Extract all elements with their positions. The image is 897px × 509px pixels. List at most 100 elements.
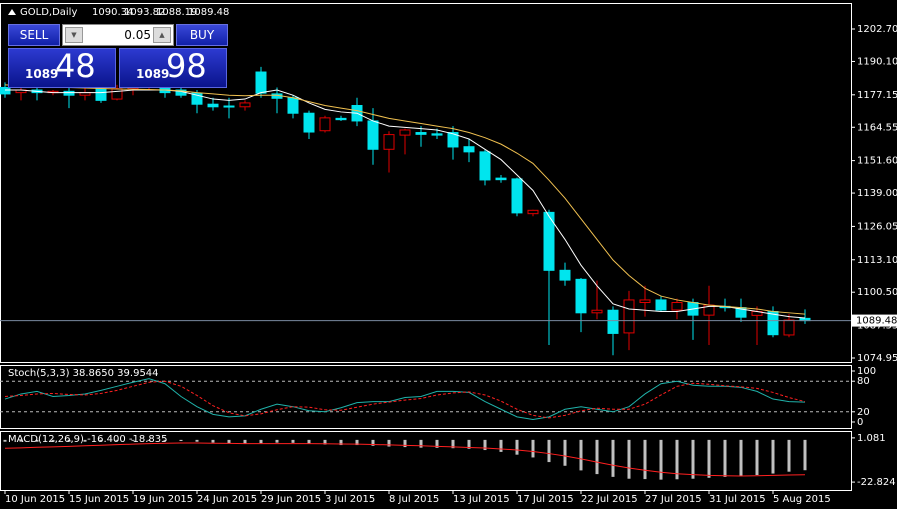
macd-bar: [675, 439, 679, 480]
candle-body: [399, 129, 411, 136]
candle-body: [63, 90, 75, 96]
macd-bar: [595, 439, 599, 475]
macd-bar: [563, 439, 567, 466]
candle-body: [431, 133, 443, 136]
candle-body: [335, 117, 347, 121]
chart-shift-icon: [8, 9, 16, 15]
one-click-panel: SELL ▼ 0.05 ▲ BUY 1089 48 1089 98: [8, 24, 228, 88]
macd-signal: [4, 442, 806, 477]
candle-body: [591, 309, 603, 314]
candle-body: [511, 178, 523, 214]
candle-body: [95, 88, 107, 101]
y-tick-label: 1113.10: [857, 255, 897, 266]
pane-frame: [0, 431, 852, 491]
candle-body: [303, 112, 315, 133]
macd-bar: [99, 439, 103, 442]
macd-bar: [659, 439, 663, 480]
macd-bar: [195, 439, 199, 442]
candle-body: [383, 134, 395, 150]
macd-bar: [387, 439, 391, 447]
macd-bar: [611, 439, 615, 477]
candle-body: [367, 120, 379, 150]
lot-up[interactable]: ▲: [153, 27, 171, 43]
macd-bar: [227, 439, 231, 444]
moving-average: [4, 84, 806, 315]
x-tick-label: 10 Jun 2015: [5, 494, 65, 505]
lot-down[interactable]: ▼: [65, 27, 83, 43]
candle-body: [655, 299, 667, 311]
macd-bar: [771, 439, 775, 474]
y-tick-label: 20: [857, 407, 870, 418]
ask-big: 98: [166, 47, 207, 85]
candle-body: [255, 71, 267, 94]
candle-body: [0, 86, 11, 95]
x-tick-label: 15 Jun 2015: [69, 494, 129, 505]
y-tick-label: -22.824: [857, 477, 896, 488]
indicator-title: Stoch(5,3,3) 38.8650 39.9544: [8, 368, 159, 379]
macd-bar: [19, 439, 23, 442]
macd-bar: [115, 439, 119, 441]
y-tick-label: 1100.50: [857, 287, 897, 298]
indicator-line: [4, 380, 806, 419]
x-tick-label: 5 Aug 2015: [773, 494, 831, 505]
macd-bar: [291, 439, 295, 443]
macd-bar: [307, 439, 311, 444]
macd-bar: [131, 439, 135, 441]
macd-bar: [419, 439, 423, 448]
x-tick-label: 8 Jul 2015: [389, 494, 439, 505]
macd-bar: [435, 439, 439, 448]
candle-body: [239, 102, 251, 108]
macd-bar: [755, 439, 759, 476]
macd-bar: [451, 439, 455, 449]
candle-body: [191, 92, 203, 105]
pane-frame: [0, 365, 852, 429]
x-tick-label: 27 Jul 2015: [645, 494, 702, 505]
current-price-label: 1089.48: [856, 316, 897, 327]
bid-big: 48: [55, 47, 96, 85]
macd-bar: [723, 439, 727, 477]
bid-quote[interactable]: 1089 48: [8, 47, 116, 88]
macd-bar: [547, 439, 551, 463]
macd-bar: [467, 439, 471, 449]
macd-bar: [643, 439, 647, 480]
x-tick-label: 29 Jun 2015: [261, 494, 321, 505]
candle-body: [223, 105, 235, 108]
macd-bar: [739, 439, 743, 476]
y-tick-label: 1.081: [857, 433, 886, 444]
ohlc-open: 1090.34: [92, 7, 133, 18]
y-tick-label: 1126.05: [857, 221, 897, 232]
y-tick-label: 0: [857, 417, 863, 428]
candle-body: [575, 278, 587, 314]
chart-symbol: GOLD,Daily: [20, 7, 77, 18]
macd-bar: [531, 439, 535, 458]
macd-bar: [803, 439, 807, 471]
y-tick-label: 1139.00: [857, 188, 897, 199]
x-tick-label: 22 Jul 2015: [581, 494, 638, 505]
macd-bar: [691, 439, 695, 479]
macd-bar: [35, 439, 39, 442]
y-tick-label: 1151.60: [857, 156, 897, 167]
candle-body: [287, 97, 299, 114]
indicator-title: MACD(12,26,9) -16.400 -18.835: [8, 434, 168, 445]
ask-quote[interactable]: 1089 98: [119, 47, 227, 88]
macd-bar: [403, 439, 407, 448]
macd-bar: [67, 439, 71, 442]
lot-input[interactable]: ▼ 0.05 ▲: [62, 24, 174, 46]
macd-bar: [355, 439, 359, 446]
sell-button[interactable]: SELL: [8, 24, 60, 46]
y-tick-label: 1164.55: [857, 122, 897, 133]
macd-bar: [51, 439, 55, 442]
y-tick-label: 80: [857, 376, 870, 387]
x-tick-label: 17 Jul 2015: [517, 494, 574, 505]
buy-button[interactable]: BUY: [176, 24, 228, 46]
candle-body: [463, 146, 475, 153]
lot-value: 0.05: [124, 28, 151, 42]
candle-body: [527, 209, 539, 215]
current-price-box: [852, 314, 897, 327]
y-tick-label: 1202.70: [857, 24, 897, 35]
x-tick-label: 3 Jul 2015: [325, 494, 375, 505]
macd-bar: [371, 439, 375, 446]
candle-body: [207, 103, 219, 108]
x-tick-label: 31 Jul 2015: [709, 494, 766, 505]
